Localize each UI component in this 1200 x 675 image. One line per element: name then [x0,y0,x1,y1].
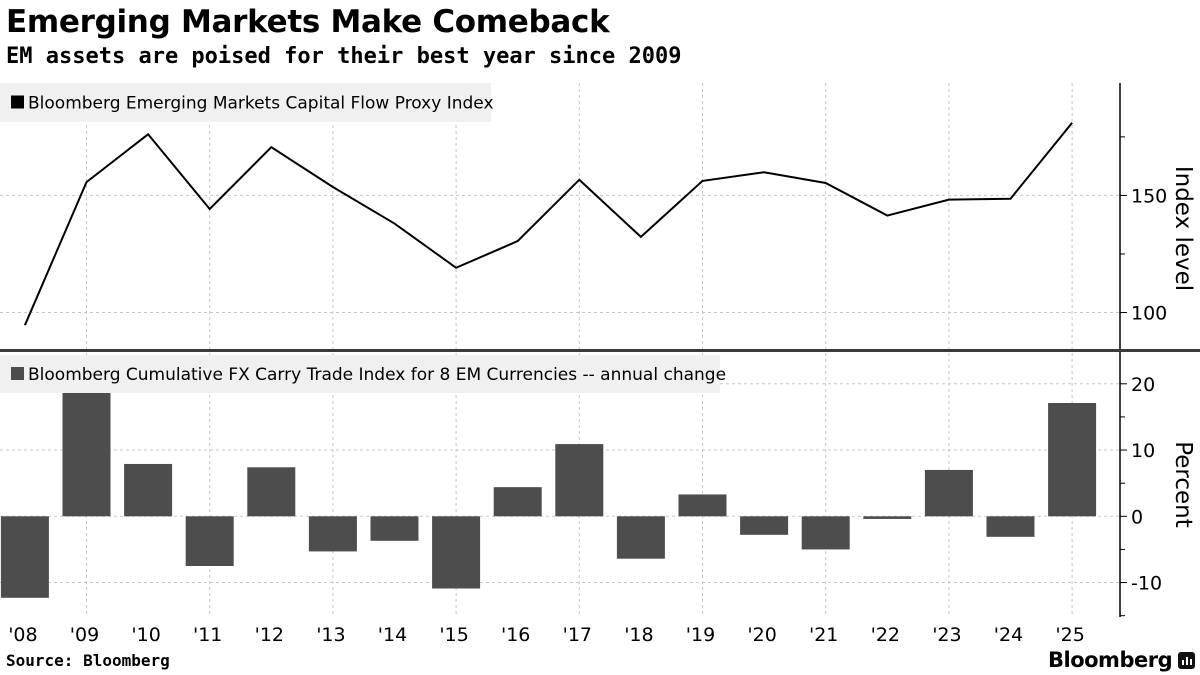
x-tick-label: '20 [747,624,776,646]
bar-25 [1048,403,1097,517]
bar-21 [801,516,850,550]
legend-swatch [11,95,24,109]
source-note: Source: Bloomberg [6,651,170,670]
legend-label: Bloomberg Emerging Markets Capital Flow … [28,94,494,114]
x-tick-label: '22 [871,624,900,646]
x-tick-label: '16 [501,624,530,646]
chart-title: Emerging Markets Make Comeback [6,4,610,40]
y-tick-label: 20 [1131,374,1155,396]
x-tick-label: '09 [70,624,99,646]
x-tick-label: '13 [316,624,345,646]
x-tick-label: '12 [255,624,284,646]
bar-09 [62,385,111,517]
bar-12 [247,467,296,517]
x-tick-label: '11 [193,624,222,646]
legend-swatch [11,367,24,380]
bar-17 [555,444,604,517]
legend-label: Bloomberg Cumulative FX Carry Trade Inde… [28,365,726,385]
bar-23 [924,469,973,517]
panel-separator [0,349,1200,352]
x-tick-label: '14 [378,624,407,646]
bar-14 [370,516,419,541]
legend-box [0,83,491,122]
y-tick-label: 100 [1131,303,1167,325]
bar-08 [0,516,49,598]
chart-subtitle: EM assets are poised for their best year… [6,44,682,69]
x-tick-label: '24 [994,624,1023,646]
y-tick-label: 0 [1131,506,1143,528]
x-tick-label: '08 [8,624,37,646]
x-tick-label: '17 [563,624,592,646]
bar-19 [678,494,727,517]
bar-24 [986,516,1035,537]
y-tick-label: 10 [1131,440,1155,462]
x-tick-label: '23 [932,624,961,646]
bar-10 [124,463,173,517]
x-tick-label: '19 [686,624,715,646]
x-tick-label: '18 [624,624,653,646]
bloomberg-logo: Bloomberg [1048,648,1173,672]
bar-11 [185,516,234,566]
x-tick-label: '25 [1055,624,1084,646]
x-tick-label: '10 [131,624,160,646]
y-tick-label: 150 [1131,185,1167,207]
bar-13 [308,516,357,552]
bar-20 [740,516,789,535]
x-tick-label: '21 [809,624,838,646]
bloomberg-logo-icon [1178,652,1195,669]
bar-22 [863,516,912,519]
y-axis-label: Percent [1170,441,1196,528]
bar-18 [616,516,665,559]
x-tick-label: '15 [439,624,468,646]
y-tick-label: -10 [1131,573,1162,595]
bar-15 [432,516,481,589]
y-axis-label: Index level [1170,166,1196,291]
bar-16 [493,487,542,517]
legend-box [0,355,720,393]
index-line [23,122,1073,326]
